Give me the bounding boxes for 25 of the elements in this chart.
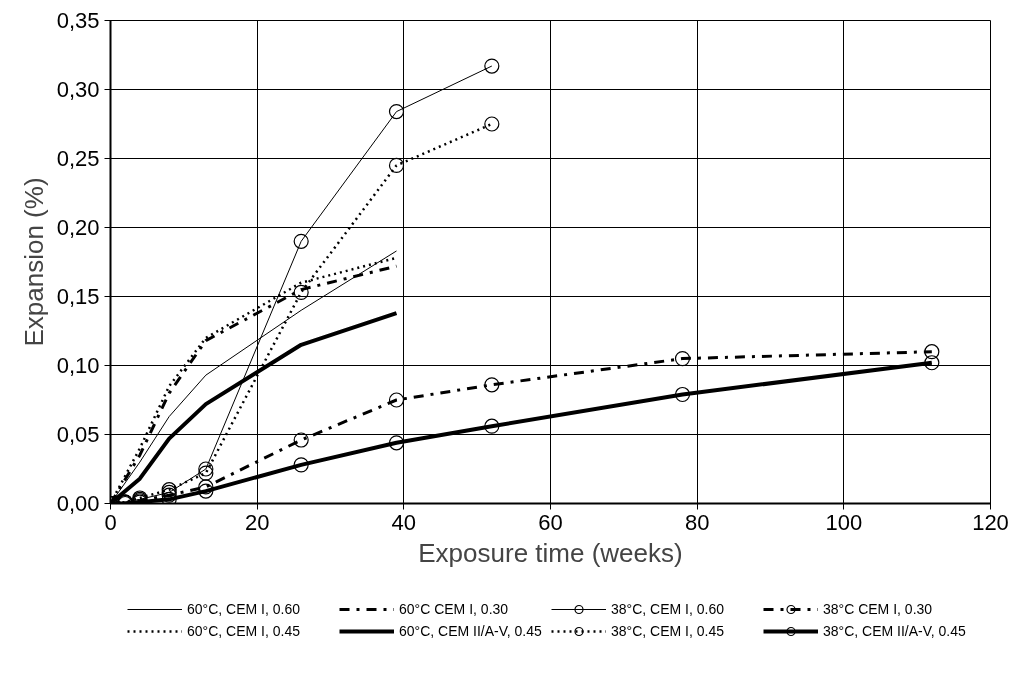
y-tick-label: 0,30 (56, 77, 100, 102)
y-tick-label: 0,35 (56, 8, 100, 33)
y-tick-label: 0,15 (56, 284, 100, 309)
legend-label: 38°C, CEM I, 0.60 (611, 601, 725, 617)
legend-label: 60°C CEM I, 0.30 (399, 601, 510, 617)
y-tick-label: 0,05 (56, 422, 100, 447)
x-tick-label: 0 (104, 509, 117, 535)
y-tick-label: 0,25 (56, 146, 100, 171)
y-tick-label: 0,20 (56, 215, 100, 240)
legend-label: 60°C, CEM I, 0.60 (187, 601, 301, 617)
legend-label: 38°C, CEM I, 0.45 (611, 623, 725, 639)
y-axis-title: Expansion (%) (18, 177, 49, 347)
y-tick-label: 0,10 (56, 353, 100, 378)
legend-label: 60°C, CEM I, 0.45 (187, 623, 301, 639)
x-tick-label: 120 (972, 509, 1009, 535)
legend-label: 60°C, CEM II/A-V, 0.45 (399, 623, 543, 639)
x-tick-label: 80 (684, 509, 710, 535)
x-tick-label: 60 (538, 509, 563, 535)
x-tick-label: 20 (244, 509, 270, 535)
x-tick-label: 100 (825, 509, 863, 535)
y-tick-label: 0,00 (56, 491, 100, 516)
legend-label: 38°C, CEM II/A-V, 0.45 (823, 623, 967, 639)
x-tick-label: 40 (391, 509, 417, 535)
legend-label: 38°C CEM I, 0.30 (823, 601, 934, 617)
x-axis-title: Exposure time (weeks) (418, 537, 683, 568)
